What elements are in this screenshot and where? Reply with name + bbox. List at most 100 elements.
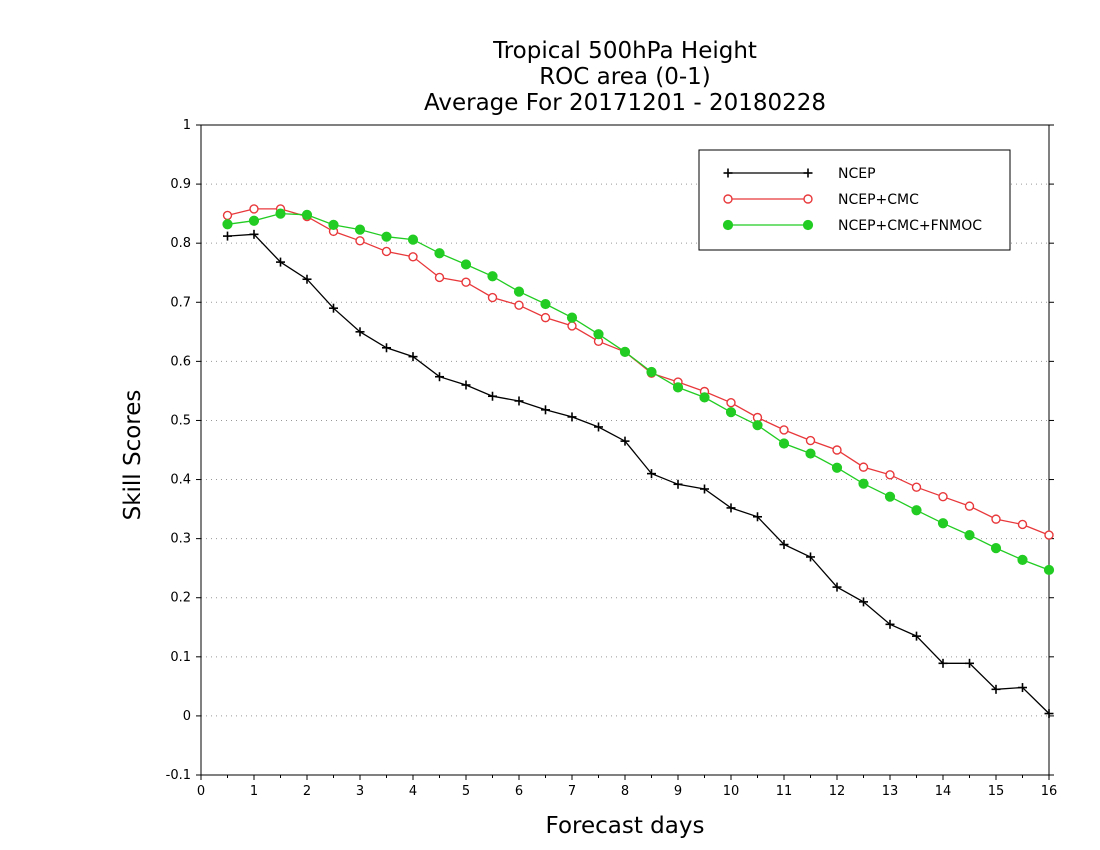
data-point [885, 470, 895, 480]
data-point [460, 259, 472, 270]
chart-title-line: ROC area (0-1) [539, 64, 711, 90]
y-tick-label: 0.5 [170, 413, 191, 428]
x-tick-label: 16 [1041, 784, 1058, 799]
data-point [672, 382, 684, 393]
series-ncep-cmc [222, 204, 1054, 540]
y-tick-label: 0.7 [170, 295, 191, 310]
y-tick-label: 0.2 [170, 591, 191, 606]
x-tick-label: 13 [882, 784, 899, 799]
y-tick-label: 0.8 [170, 236, 191, 251]
data-point [407, 234, 419, 245]
data-point [803, 194, 813, 204]
data-point [964, 501, 975, 511]
data-point [646, 366, 657, 378]
data-point [248, 215, 260, 226]
data-point [567, 412, 577, 422]
x-tick-label: 7 [568, 784, 576, 799]
x-tick-label: 6 [515, 784, 523, 799]
data-point [964, 529, 975, 541]
data-point [620, 436, 630, 446]
x-axis: 0 1 2 3 4 5 6 7 8 9 10 11 12 13 14 15 16 [197, 775, 1057, 799]
data-point [725, 407, 737, 418]
data-point [911, 482, 922, 492]
legend-label: NCEP [838, 166, 876, 182]
data-point [1043, 564, 1055, 576]
data-point [461, 380, 471, 390]
x-tick-label: 3 [356, 784, 364, 799]
data-point [381, 231, 392, 242]
data-point [990, 542, 1002, 554]
legend-label: NCEP+CMC [838, 192, 919, 208]
data-point [275, 208, 286, 219]
data-point [329, 303, 338, 313]
data-point [249, 204, 259, 214]
data-point [884, 491, 896, 502]
x-tick-label: 0 [197, 784, 205, 799]
legend-label: NCEP+CMC+FNMOC [838, 218, 982, 234]
data-point [647, 469, 656, 479]
x-tick-label: 12 [829, 784, 846, 799]
data-point [382, 343, 391, 353]
legend-entry: NCEP [723, 166, 876, 182]
data-point [408, 352, 418, 362]
data-point [858, 478, 869, 489]
data-point [408, 252, 418, 262]
data-point [937, 518, 949, 529]
data-point [222, 210, 233, 221]
data-point [513, 286, 525, 297]
data-point [434, 272, 445, 283]
data-point [593, 329, 604, 340]
data-point [487, 292, 498, 303]
data-point [779, 425, 789, 435]
x-tick-label: 1 [250, 784, 258, 799]
data-point [461, 277, 471, 287]
data-point [805, 435, 816, 446]
data-point [938, 491, 948, 502]
data-point [487, 271, 498, 282]
y-axis: -0.1 0 0.1 0.2 0.3 0.4 0.5 0.6 0.7 0.8 0.9 1 [166, 118, 1054, 783]
y-tick-label: 1 [183, 118, 191, 133]
data-point [859, 597, 868, 607]
series-line [227, 208, 1050, 536]
y-tick-label: 0 [183, 709, 191, 724]
data-point [1017, 554, 1028, 566]
y-tick-label: 0.1 [170, 650, 191, 665]
data-point [911, 505, 922, 516]
gridlines [201, 183, 1049, 717]
data-point [435, 372, 444, 382]
data-point [540, 312, 551, 323]
y-tick-label: 0.4 [170, 473, 191, 488]
data-point [541, 405, 550, 415]
y-tick-label: 0.6 [170, 354, 191, 369]
data-point [803, 168, 813, 178]
data-point [858, 462, 869, 472]
data-point [381, 246, 392, 257]
data-point [1044, 530, 1054, 540]
data-point [223, 231, 232, 241]
series-layer [222, 204, 1055, 719]
data-point [726, 503, 736, 513]
data-point [514, 300, 524, 310]
data-point [1017, 519, 1028, 530]
legend-entry: NCEP+CMC [723, 192, 919, 208]
series-line [227, 212, 1050, 571]
data-point [805, 448, 816, 459]
legend-box [698, 149, 1011, 251]
data-point [488, 391, 497, 401]
data-point [700, 484, 709, 494]
chart-title-line: Tropical 500hPa Height [492, 38, 757, 64]
data-point [806, 552, 815, 562]
data-point [566, 312, 578, 323]
x-axis-label: Forecast days [546, 813, 705, 839]
data-point [249, 229, 259, 239]
data-point [752, 420, 763, 431]
x-tick-label: 11 [776, 784, 793, 799]
x-tick-label: 2 [303, 784, 311, 799]
data-point [991, 684, 1001, 694]
y-tick-label: 0.3 [170, 532, 191, 547]
data-point [673, 479, 683, 489]
x-tick-label: 5 [462, 784, 470, 799]
data-point [802, 219, 814, 231]
